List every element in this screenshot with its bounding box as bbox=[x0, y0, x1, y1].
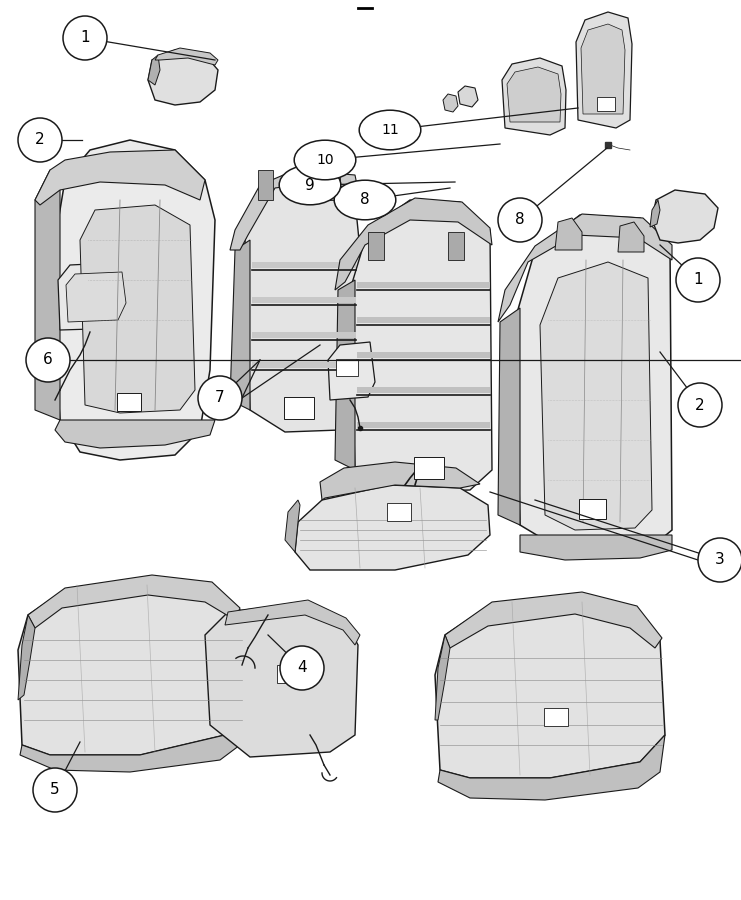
Text: 10: 10 bbox=[316, 153, 333, 167]
FancyBboxPatch shape bbox=[387, 503, 411, 521]
Polygon shape bbox=[368, 232, 384, 260]
Polygon shape bbox=[252, 297, 356, 303]
Polygon shape bbox=[328, 342, 375, 400]
Polygon shape bbox=[555, 218, 582, 250]
Polygon shape bbox=[295, 485, 490, 570]
Polygon shape bbox=[357, 282, 490, 288]
Polygon shape bbox=[335, 198, 492, 290]
Circle shape bbox=[676, 258, 720, 302]
Polygon shape bbox=[540, 262, 652, 530]
Polygon shape bbox=[320, 462, 480, 500]
Circle shape bbox=[198, 376, 242, 420]
FancyBboxPatch shape bbox=[544, 708, 568, 726]
Polygon shape bbox=[443, 94, 458, 112]
Polygon shape bbox=[435, 635, 450, 720]
Polygon shape bbox=[252, 262, 356, 268]
Polygon shape bbox=[252, 332, 356, 338]
Polygon shape bbox=[50, 140, 215, 460]
Polygon shape bbox=[325, 170, 340, 200]
Polygon shape bbox=[515, 215, 672, 552]
Polygon shape bbox=[148, 55, 160, 85]
Polygon shape bbox=[55, 420, 215, 448]
Polygon shape bbox=[245, 170, 360, 432]
Circle shape bbox=[280, 646, 324, 690]
Polygon shape bbox=[576, 12, 632, 128]
Polygon shape bbox=[20, 700, 245, 772]
Text: 2: 2 bbox=[695, 398, 705, 412]
Polygon shape bbox=[502, 58, 566, 135]
FancyBboxPatch shape bbox=[579, 499, 606, 519]
Circle shape bbox=[678, 383, 722, 427]
Polygon shape bbox=[252, 362, 356, 368]
Polygon shape bbox=[435, 595, 665, 778]
Ellipse shape bbox=[294, 140, 356, 180]
Text: 8: 8 bbox=[515, 212, 525, 228]
Circle shape bbox=[33, 768, 77, 812]
Text: 3: 3 bbox=[715, 553, 725, 568]
Polygon shape bbox=[335, 280, 355, 470]
FancyBboxPatch shape bbox=[117, 393, 141, 411]
Polygon shape bbox=[458, 86, 478, 107]
Circle shape bbox=[26, 338, 70, 382]
Polygon shape bbox=[230, 170, 358, 250]
Polygon shape bbox=[155, 48, 218, 65]
Polygon shape bbox=[66, 272, 126, 322]
Polygon shape bbox=[80, 205, 195, 413]
Polygon shape bbox=[18, 578, 245, 755]
Polygon shape bbox=[507, 67, 561, 122]
Polygon shape bbox=[350, 200, 492, 492]
Polygon shape bbox=[357, 352, 490, 358]
Polygon shape bbox=[581, 24, 625, 114]
Polygon shape bbox=[357, 387, 490, 393]
Polygon shape bbox=[258, 170, 273, 200]
Circle shape bbox=[498, 198, 542, 242]
Polygon shape bbox=[58, 262, 135, 330]
Polygon shape bbox=[618, 222, 644, 252]
Polygon shape bbox=[148, 50, 218, 105]
Polygon shape bbox=[448, 232, 464, 260]
Polygon shape bbox=[357, 422, 490, 428]
Polygon shape bbox=[225, 600, 360, 645]
Polygon shape bbox=[230, 240, 250, 410]
Polygon shape bbox=[498, 308, 520, 525]
Polygon shape bbox=[28, 575, 240, 628]
Polygon shape bbox=[438, 735, 665, 800]
Circle shape bbox=[18, 118, 62, 162]
Polygon shape bbox=[650, 200, 660, 227]
FancyBboxPatch shape bbox=[597, 97, 615, 111]
Text: 11: 11 bbox=[381, 123, 399, 137]
Circle shape bbox=[63, 16, 107, 60]
Text: 2: 2 bbox=[35, 132, 44, 148]
Circle shape bbox=[698, 538, 741, 582]
Text: 1: 1 bbox=[80, 31, 90, 46]
Text: 9: 9 bbox=[305, 177, 315, 193]
Polygon shape bbox=[357, 317, 490, 323]
Text: 1: 1 bbox=[693, 273, 702, 287]
Text: 7: 7 bbox=[215, 391, 225, 406]
Polygon shape bbox=[285, 500, 300, 552]
Polygon shape bbox=[35, 170, 60, 420]
Ellipse shape bbox=[334, 180, 396, 220]
Text: 5: 5 bbox=[50, 782, 60, 797]
Text: 4: 4 bbox=[297, 661, 307, 676]
Polygon shape bbox=[445, 592, 662, 648]
Polygon shape bbox=[520, 535, 672, 560]
FancyBboxPatch shape bbox=[414, 457, 444, 479]
Ellipse shape bbox=[359, 110, 421, 149]
FancyBboxPatch shape bbox=[284, 397, 314, 419]
Polygon shape bbox=[498, 214, 672, 322]
Text: 6: 6 bbox=[43, 353, 53, 367]
Ellipse shape bbox=[279, 166, 341, 205]
Polygon shape bbox=[35, 150, 205, 205]
FancyBboxPatch shape bbox=[336, 359, 358, 376]
Polygon shape bbox=[205, 602, 358, 757]
FancyBboxPatch shape bbox=[277, 665, 301, 683]
Polygon shape bbox=[18, 615, 35, 700]
Polygon shape bbox=[652, 190, 718, 243]
Text: 8: 8 bbox=[360, 193, 370, 208]
